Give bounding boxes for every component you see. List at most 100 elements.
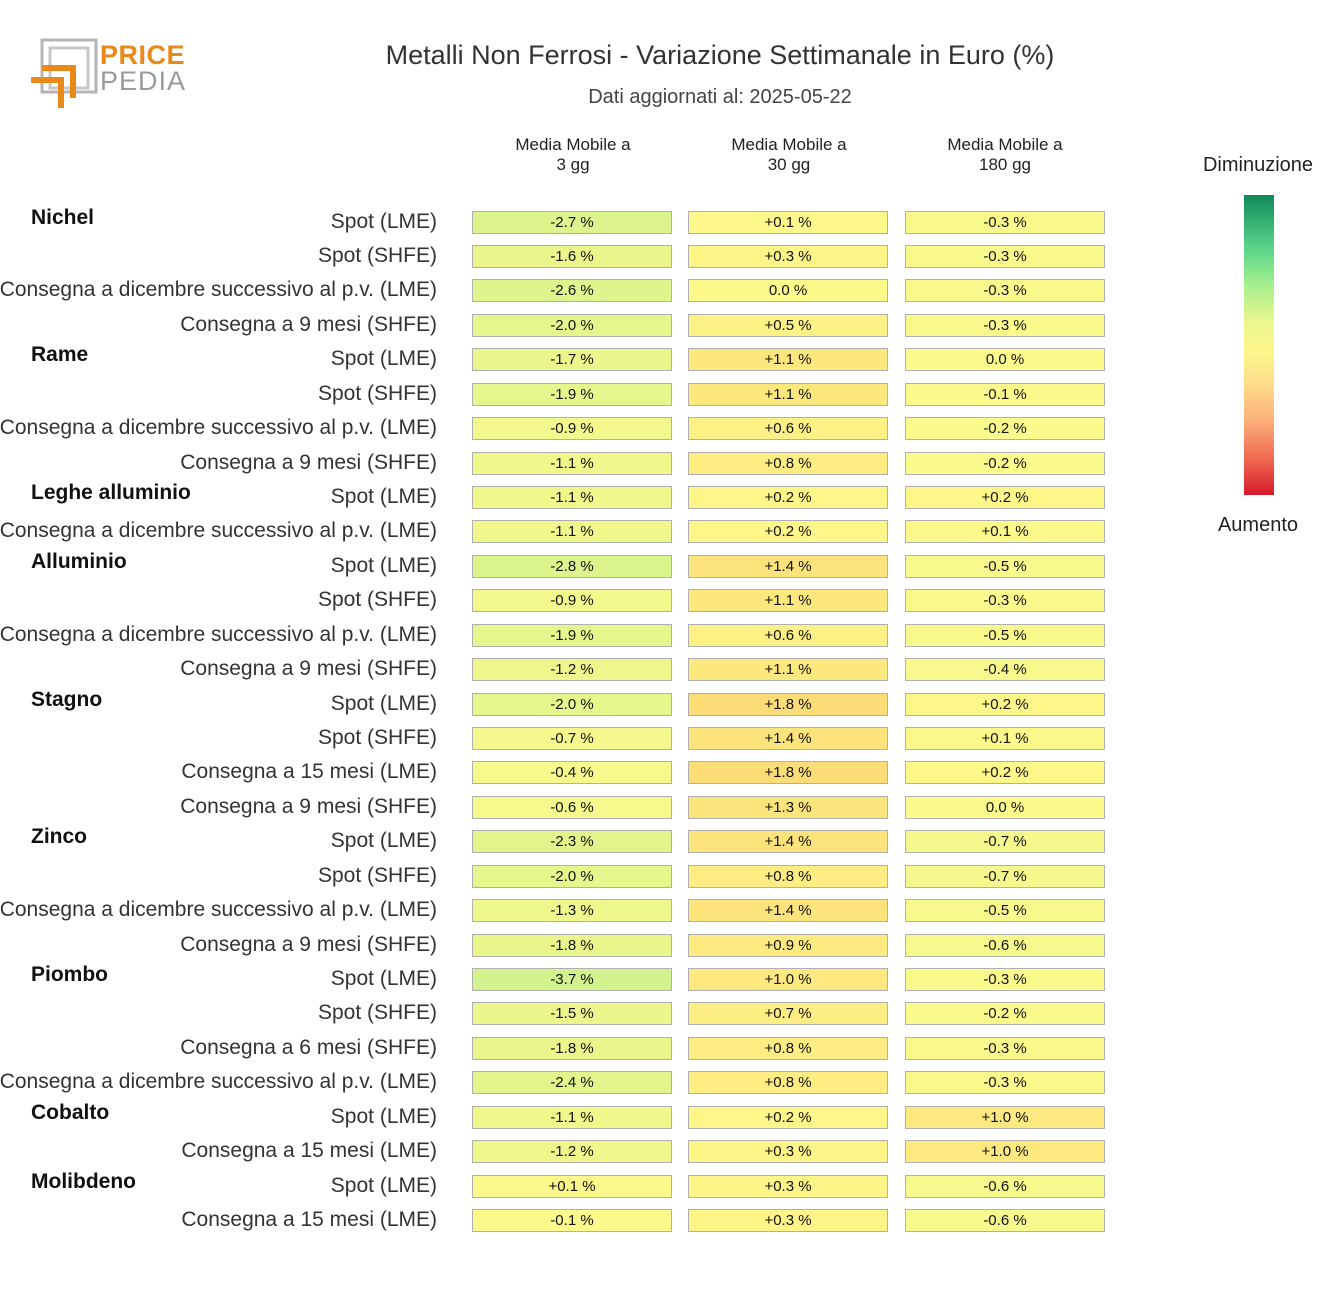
row-label: Consegna a dicembre successivo al p.v. (… bbox=[0, 519, 437, 543]
logo-mark-icon bbox=[31, 38, 98, 108]
heatmap-cell: -0.7 % bbox=[905, 830, 1105, 854]
heatmap-cell: -0.2 % bbox=[905, 451, 1105, 475]
heatmap-cell: -1.1 % bbox=[472, 485, 672, 509]
row-label: Spot (LME) bbox=[330, 966, 437, 990]
row-label: Consegna a 9 mesi (SHFE) bbox=[180, 450, 437, 474]
row-label: Consegna a dicembre successivo al p.v. (… bbox=[0, 622, 437, 646]
group-label: Alluminio bbox=[31, 549, 127, 573]
heatmap-cell: +0.7 % bbox=[688, 1002, 888, 1026]
heatmap-cell: -0.6 % bbox=[905, 1208, 1105, 1232]
column-header: Media Mobile a 30 gg bbox=[731, 135, 847, 174]
heatmap-cell: -0.3 % bbox=[905, 244, 1105, 268]
heatmap-cell: -0.1 % bbox=[472, 1208, 672, 1232]
group-label: Molibdeno bbox=[31, 1169, 136, 1193]
heatmap-cell: -2.0 % bbox=[472, 313, 672, 337]
heatmap-cell: +0.2 % bbox=[905, 485, 1105, 509]
group-label: Zinco bbox=[31, 825, 87, 849]
heatmap-cell: -3.7 % bbox=[472, 967, 672, 991]
row-label: Consegna a 6 mesi (SHFE) bbox=[180, 1035, 437, 1059]
heatmap-cell: -1.1 % bbox=[472, 520, 672, 544]
heatmap-cell: -0.3 % bbox=[905, 210, 1105, 234]
heatmap-cell: -0.3 % bbox=[905, 1036, 1105, 1060]
heatmap-cell: -2.0 % bbox=[472, 692, 672, 716]
heatmap-cell: -0.5 % bbox=[905, 623, 1105, 647]
row-label: Spot (SHFE) bbox=[317, 243, 437, 267]
pricepedia-logo: PRICE PEDIA bbox=[30, 38, 190, 110]
heatmap-cell: +0.5 % bbox=[688, 313, 888, 337]
row-label: Consegna a 15 mesi (LME) bbox=[181, 760, 437, 784]
heatmap-cell: -1.8 % bbox=[472, 933, 672, 957]
heatmap-cell: +1.3 % bbox=[688, 795, 888, 819]
heatmap-cell: +1.1 % bbox=[688, 382, 888, 406]
row-label: Consegna a 9 mesi (SHFE) bbox=[180, 932, 437, 956]
row-label: Consegna a dicembre successivo al p.v. (… bbox=[0, 1070, 437, 1094]
heatmap-cell: +0.1 % bbox=[688, 210, 888, 234]
row-label: Spot (SHFE) bbox=[317, 381, 437, 405]
heatmap-cell: -1.3 % bbox=[472, 899, 672, 923]
row-label: Spot (LME) bbox=[330, 1173, 437, 1197]
group-label: Rame bbox=[31, 343, 89, 367]
heatmap-cell: -1.1 % bbox=[472, 451, 672, 475]
heatmap-cell: -0.5 % bbox=[905, 554, 1105, 578]
heatmap-cell: +0.1 % bbox=[472, 1174, 672, 1198]
heatmap-cell: +1.4 % bbox=[688, 726, 888, 750]
row-label: Spot (SHFE) bbox=[317, 863, 437, 887]
legend-color-bar bbox=[1244, 195, 1274, 495]
heatmap-cell: -1.6 % bbox=[472, 244, 672, 268]
heatmap-cell: +1.8 % bbox=[688, 761, 888, 785]
heatmap-cell: -1.2 % bbox=[472, 1140, 672, 1164]
heatmap-cell: -0.7 % bbox=[905, 864, 1105, 888]
heatmap-cell: -0.3 % bbox=[905, 1071, 1105, 1095]
heatmap-cell: +0.2 % bbox=[905, 692, 1105, 716]
heatmap-cell: -2.6 % bbox=[472, 279, 672, 303]
heatmap-cell: +1.4 % bbox=[688, 899, 888, 923]
row-label: Spot (SHFE) bbox=[317, 725, 437, 749]
group-label: Nichel bbox=[31, 205, 95, 229]
heatmap-cell: +0.8 % bbox=[688, 1071, 888, 1095]
heatmap-cell: +0.6 % bbox=[688, 417, 888, 441]
heatmap-cell: -0.9 % bbox=[472, 417, 672, 441]
heatmap-cell: -0.3 % bbox=[905, 589, 1105, 613]
column-header: Media Mobile a 180 gg bbox=[947, 135, 1063, 174]
group-label: Stagno bbox=[31, 687, 103, 711]
heatmap-cell: -1.1 % bbox=[472, 1105, 672, 1129]
heatmap-cell: +0.1 % bbox=[905, 520, 1105, 544]
heatmap-cell: -0.3 % bbox=[905, 279, 1105, 303]
legend-label-top: Diminuzione bbox=[1202, 154, 1314, 176]
heatmap-cell: -1.9 % bbox=[472, 382, 672, 406]
heatmap-cell: -0.3 % bbox=[905, 313, 1105, 337]
heatmap-cell: -0.5 % bbox=[905, 899, 1105, 923]
heatmap-cell: +0.2 % bbox=[905, 761, 1105, 785]
row-label: Spot (LME) bbox=[330, 553, 437, 577]
row-label: Consegna a dicembre successivo al p.v. (… bbox=[0, 278, 437, 302]
heatmap-cell: -1.2 % bbox=[472, 658, 672, 682]
heatmap-cell: -2.4 % bbox=[472, 1071, 672, 1095]
row-label: Consegna a 9 mesi (SHFE) bbox=[180, 312, 437, 336]
heatmap-cell: -0.9 % bbox=[472, 589, 672, 613]
heatmap-cell: +1.0 % bbox=[688, 967, 888, 991]
heatmap-cell: +1.4 % bbox=[688, 830, 888, 854]
row-label: Consegna a 15 mesi (LME) bbox=[181, 1207, 437, 1231]
heatmap-cell: +0.8 % bbox=[688, 1036, 888, 1060]
row-label: Spot (LME) bbox=[330, 829, 437, 853]
row-label: Spot (LME) bbox=[330, 1104, 437, 1128]
heatmap-cell: -2.3 % bbox=[472, 830, 672, 854]
heatmap-cell: -0.2 % bbox=[905, 417, 1105, 441]
heatmap-cell: -0.1 % bbox=[905, 382, 1105, 406]
group-label: Piombo bbox=[31, 962, 108, 986]
heatmap-cell: +1.0 % bbox=[905, 1105, 1105, 1129]
heatmap-cell: -1.5 % bbox=[472, 1002, 672, 1026]
row-label: Spot (LME) bbox=[330, 209, 437, 233]
heatmap-cell: +0.3 % bbox=[688, 244, 888, 268]
heatmap-cell: -2.8 % bbox=[472, 554, 672, 578]
heatmap-cell: +0.2 % bbox=[688, 1105, 888, 1129]
heatmap-cell: +0.1 % bbox=[905, 726, 1105, 750]
heatmap-cell: -0.7 % bbox=[472, 726, 672, 750]
row-label: Spot (SHFE) bbox=[317, 588, 437, 612]
heatmap-cell: -1.7 % bbox=[472, 348, 672, 372]
heatmap-cell: +1.4 % bbox=[688, 554, 888, 578]
heatmap-cell: 0.0 % bbox=[905, 348, 1105, 372]
heatmap-cell: 0.0 % bbox=[905, 795, 1105, 819]
heatmap-cell: -0.4 % bbox=[472, 761, 672, 785]
heatmap-cell: +1.8 % bbox=[688, 692, 888, 716]
